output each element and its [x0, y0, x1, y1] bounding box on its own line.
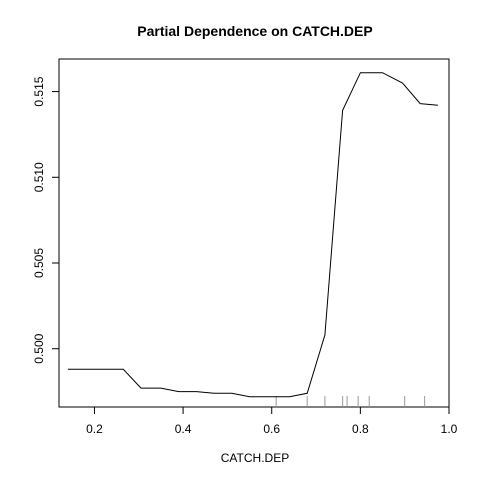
- y-tick-label: 0.500: [32, 333, 46, 363]
- y-tick-label: 0.515: [32, 76, 46, 106]
- x-tick-label: 0.4: [175, 422, 192, 436]
- chart-title: Partial Dependence on CATCH.DEP: [137, 23, 372, 39]
- x-tick-label: 0.8: [352, 422, 369, 436]
- plot-area: [58, 58, 450, 408]
- x-tick-label: 0.2: [86, 422, 103, 436]
- rug-marks: [275, 396, 426, 407]
- y-axis: 0.500 0.505 0.510 0.515: [32, 76, 60, 364]
- x-tick-label: 0.6: [263, 422, 280, 436]
- x-tick-label: 1.0: [441, 422, 458, 436]
- y-tick-label: 0.510: [32, 162, 46, 192]
- y-tick-label: 0.505: [32, 248, 46, 278]
- series-points: [68, 73, 438, 397]
- x-axis-label: CATCH.DEP: [221, 451, 289, 465]
- x-axis: 0.2 0.4 0.6 0.8 1.0: [86, 406, 458, 436]
- series-line: [67, 72, 438, 398]
